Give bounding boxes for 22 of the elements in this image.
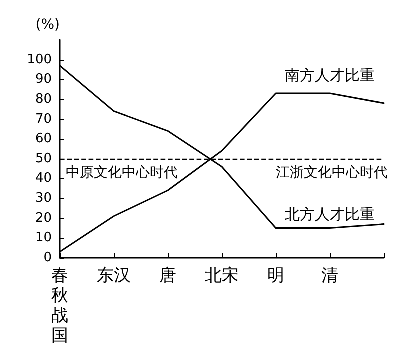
x-tick-label: 北宋 xyxy=(205,266,239,286)
y-tick-label: 70 xyxy=(35,112,52,127)
x-tick-label: 唐 xyxy=(160,266,176,286)
x-tick-label: 明 xyxy=(268,266,284,286)
y-tick-label: 10 xyxy=(35,230,52,246)
x-tick-label: 清 xyxy=(322,266,338,286)
y-tick-label: 80 xyxy=(35,92,52,107)
annotation: 江浙文化中心时代 xyxy=(276,164,388,181)
annotation: 中原文化中心时代 xyxy=(66,164,178,181)
x-tick-label: 春秋战国 xyxy=(52,266,68,346)
y-tick-label: 30 xyxy=(35,191,52,206)
y-tick-label: 50 xyxy=(35,151,52,166)
y-axis-title: (%) xyxy=(36,17,60,33)
y-tick-label: 100 xyxy=(27,52,52,68)
x-tick-label: 东汉 xyxy=(97,266,131,286)
y-tick-label: 20 xyxy=(35,210,52,226)
y-tick-label: 90 xyxy=(35,72,52,88)
y-tick-label: 60 xyxy=(35,132,52,147)
series-label: 北方人才比重 xyxy=(285,205,375,224)
y-tick-label: 0 xyxy=(44,250,52,266)
series-label: 南方人才比重 xyxy=(285,66,375,85)
y-tick-label: 40 xyxy=(35,171,52,186)
